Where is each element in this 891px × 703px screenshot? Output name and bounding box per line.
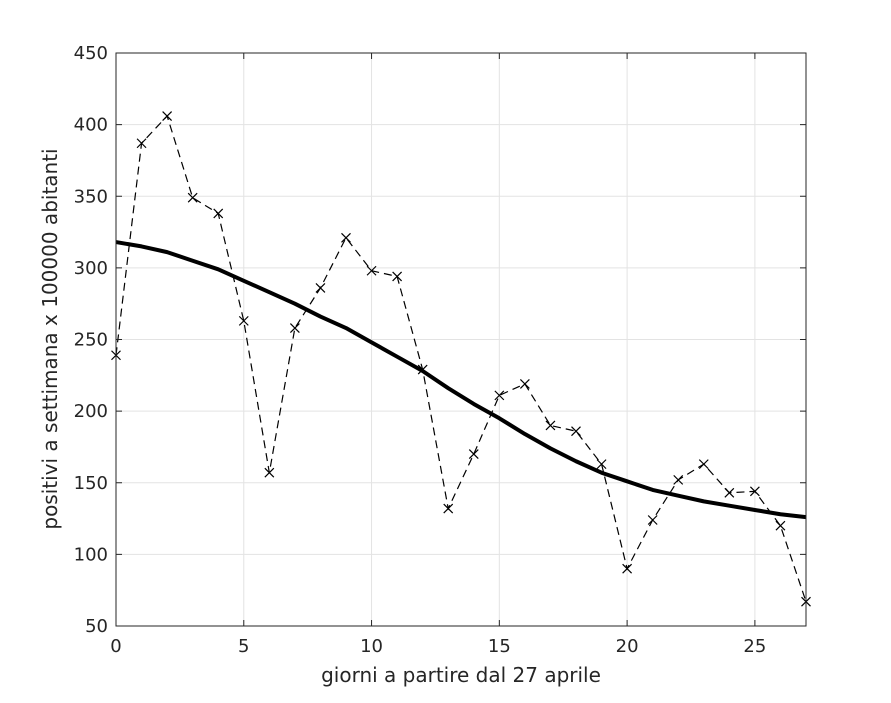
data-point-marker [519, 378, 530, 389]
x-axis-label: giorni a partire dal 27 aprile [321, 663, 601, 687]
data-point-marker [187, 192, 198, 203]
y-axis-label: positivi a settimana x 100000 abitanti [38, 148, 62, 529]
y-tick-label: 50 [85, 616, 108, 637]
x-tick-label: 15 [488, 636, 511, 657]
y-tick-label: 200 [74, 401, 108, 422]
grid-lines [116, 53, 806, 626]
data-point-marker [698, 459, 709, 470]
y-tick-label: 350 [74, 186, 108, 207]
data-point-marker [468, 449, 479, 460]
data-point-marker [289, 323, 300, 333]
x-tick-label: 10 [360, 636, 383, 657]
data-point-marker [366, 265, 377, 276]
series-group [111, 111, 811, 607]
data-point-marker [315, 283, 326, 293]
y-tick-label: 450 [74, 43, 108, 64]
y-tick-label: 250 [74, 330, 108, 351]
y-tick-label: 400 [74, 115, 108, 136]
data-point-marker [775, 520, 786, 531]
x-tick-label: 20 [616, 636, 639, 657]
data-point-marker [392, 271, 403, 282]
data-point-marker [724, 487, 735, 498]
ticks-group: 0 5 10 15 20 25 50 100 150 200 250 300 350 400 450 [74, 43, 806, 657]
data-point-marker [596, 459, 607, 470]
data-point-marker [162, 111, 173, 121]
data-point-marker [136, 138, 147, 149]
y-tick-label: 150 [74, 473, 108, 494]
data-point-marker [264, 467, 275, 478]
y-tick-label: 300 [74, 258, 108, 279]
y-tick-label: 100 [74, 544, 108, 565]
x-tick-label: 5 [238, 636, 249, 657]
series-line-observed [115, 114, 807, 602]
series-line-trend [115, 240, 807, 520]
data-point-marker [494, 390, 505, 401]
data-point-marker [622, 563, 633, 574]
data-point-marker [571, 426, 581, 437]
x-tick-label: 0 [110, 636, 121, 657]
data-point-marker [647, 515, 658, 525]
data-point-marker [341, 232, 351, 243]
data-point-marker [238, 315, 249, 326]
data-point-marker [213, 208, 224, 219]
data-point-marker [673, 474, 684, 485]
data-point-marker [443, 503, 454, 514]
data-point-marker [545, 420, 556, 431]
data-point-marker [749, 486, 760, 497]
x-tick-label: 25 [743, 636, 766, 657]
